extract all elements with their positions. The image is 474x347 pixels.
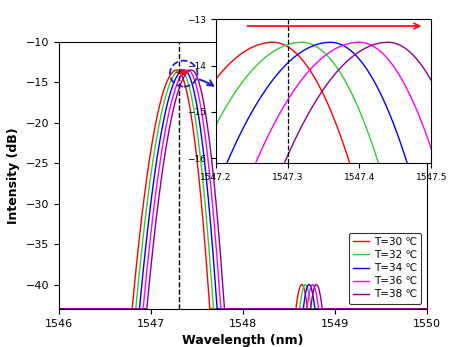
T=32 ℃ xyxy=(56,307,62,311)
T=30 ℃ xyxy=(214,307,219,311)
T=34 ℃ xyxy=(211,260,217,264)
T=32 ℃ xyxy=(178,68,183,72)
T=30 ℃ xyxy=(211,307,217,311)
T=36 ℃ xyxy=(323,307,329,311)
T=34 ℃ xyxy=(214,300,219,304)
T=30 ℃ xyxy=(394,307,400,311)
T=38 ℃ xyxy=(394,307,400,311)
T=38 ℃ xyxy=(56,307,62,311)
T=30 ℃ xyxy=(231,307,237,311)
T=38 ℃ xyxy=(424,307,429,311)
T=34 ℃ xyxy=(231,307,237,311)
T=38 ℃ xyxy=(231,307,237,311)
T=32 ℃ xyxy=(231,307,237,311)
Legend: T=30 ℃, T=32 ℃, T=34 ℃, T=36 ℃, T=38 ℃: T=30 ℃, T=32 ℃, T=34 ℃, T=36 ℃, T=38 ℃ xyxy=(349,233,421,304)
T=34 ℃ xyxy=(182,68,187,72)
T=38 ℃ xyxy=(189,68,194,72)
T=34 ℃ xyxy=(394,307,400,311)
T=32 ℃ xyxy=(394,307,400,311)
T=30 ℃ xyxy=(412,307,418,311)
X-axis label: Wavelength (nm): Wavelength (nm) xyxy=(182,334,304,347)
T=38 ℃ xyxy=(214,207,219,211)
T=34 ℃ xyxy=(412,307,418,311)
T=36 ℃ xyxy=(412,307,418,311)
T=36 ℃ xyxy=(214,251,219,255)
T=32 ℃ xyxy=(323,307,329,311)
T=36 ℃ xyxy=(185,68,191,72)
Line: T=34 ℃: T=34 ℃ xyxy=(59,70,427,309)
T=38 ℃ xyxy=(211,176,217,180)
T=36 ℃ xyxy=(211,215,217,219)
T=32 ℃ xyxy=(412,307,418,311)
T=38 ℃ xyxy=(412,307,418,311)
Line: T=36 ℃: T=36 ℃ xyxy=(59,70,427,309)
T=36 ℃ xyxy=(231,307,237,311)
T=36 ℃ xyxy=(56,307,62,311)
T=36 ℃ xyxy=(424,307,429,311)
T=34 ℃ xyxy=(424,307,429,311)
T=38 ℃ xyxy=(323,307,329,311)
Line: T=38 ℃: T=38 ℃ xyxy=(59,70,427,309)
T=30 ℃ xyxy=(424,307,429,311)
T=34 ℃ xyxy=(323,307,329,311)
T=32 ℃ xyxy=(424,307,429,311)
T=34 ℃ xyxy=(56,307,62,311)
T=36 ℃ xyxy=(394,307,400,311)
T=32 ℃ xyxy=(211,307,217,311)
Line: T=30 ℃: T=30 ℃ xyxy=(59,70,427,309)
Y-axis label: Intensity (dB): Intensity (dB) xyxy=(8,127,20,223)
Line: T=32 ℃: T=32 ℃ xyxy=(59,70,427,309)
T=30 ℃ xyxy=(323,307,329,311)
T=30 ℃ xyxy=(56,307,62,311)
T=30 ℃ xyxy=(174,68,180,72)
T=32 ℃ xyxy=(214,307,219,311)
